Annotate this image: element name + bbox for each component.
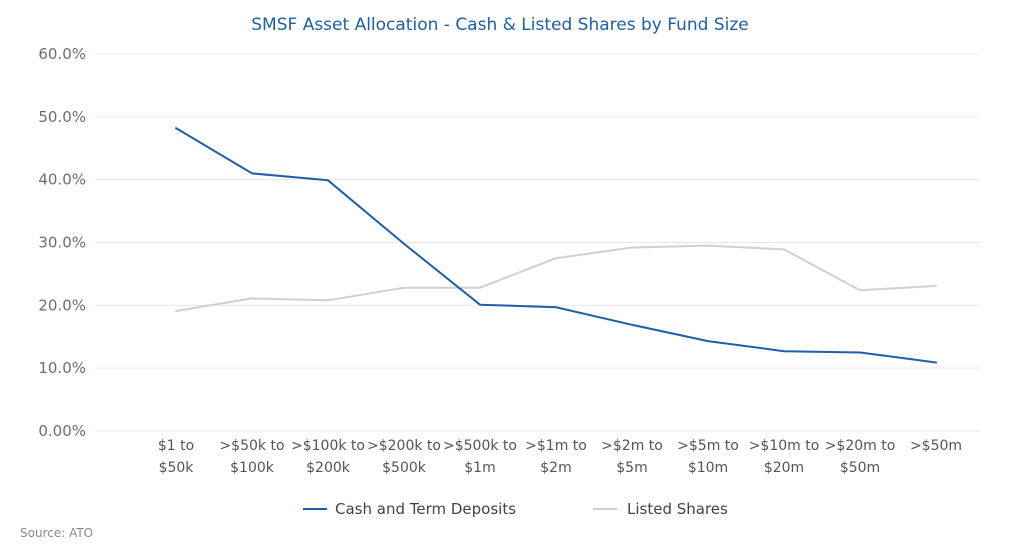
legend-label: Cash and Term Deposits — [335, 500, 516, 518]
y-tick-label: 10.0% — [38, 359, 86, 377]
x-tick-label: >$500k to $1m — [443, 438, 517, 476]
legend-label: Listed Shares — [627, 500, 728, 518]
y-tick-label: 50.0% — [38, 108, 86, 126]
x-tick-label: >$100k to $200k — [291, 438, 365, 476]
x-tick-label: >$50m — [910, 438, 962, 454]
series-lines — [175, 127, 937, 364]
series-line — [175, 244, 937, 312]
x-tick-label: >$5m to $10m — [677, 438, 739, 476]
legend: Cash and Term Deposits Listed Shares — [303, 500, 728, 518]
chart-title: SMSF Asset Allocation - Cash & Listed Sh… — [251, 15, 748, 35]
y-tick-label: 40.0% — [38, 171, 86, 189]
x-tick-label: >$200k to $500k — [367, 438, 441, 476]
y-tick-label: 60.0% — [38, 45, 86, 63]
series-line — [175, 127, 937, 364]
x-tick-label: $1 to $50k — [158, 438, 194, 476]
x-tick-label: >$20m to $50m — [825, 438, 896, 476]
x-tick-label: >$10m to $20m — [749, 438, 820, 476]
x-axis-ticks: $1 to $50k>$50k to $100k>$100k to $200k>$20… — [158, 438, 962, 476]
y-tick-label: 0.00% — [38, 422, 86, 440]
x-tick-label: >$50k to $100k — [219, 438, 284, 476]
gridlines — [95, 53, 980, 432]
y-tick-label: 30.0% — [38, 234, 86, 252]
y-tick-label: 20.0% — [38, 296, 86, 314]
x-tick-label: >$1m to $2m — [525, 438, 587, 476]
source-note: Source: ATO — [20, 526, 94, 540]
x-tick-label: >$2m to $5m — [601, 438, 663, 476]
y-axis-ticks: 0.00% 10.0% 20.0% 30.0% 40.0% 50.0% 60.0% — [38, 45, 86, 440]
